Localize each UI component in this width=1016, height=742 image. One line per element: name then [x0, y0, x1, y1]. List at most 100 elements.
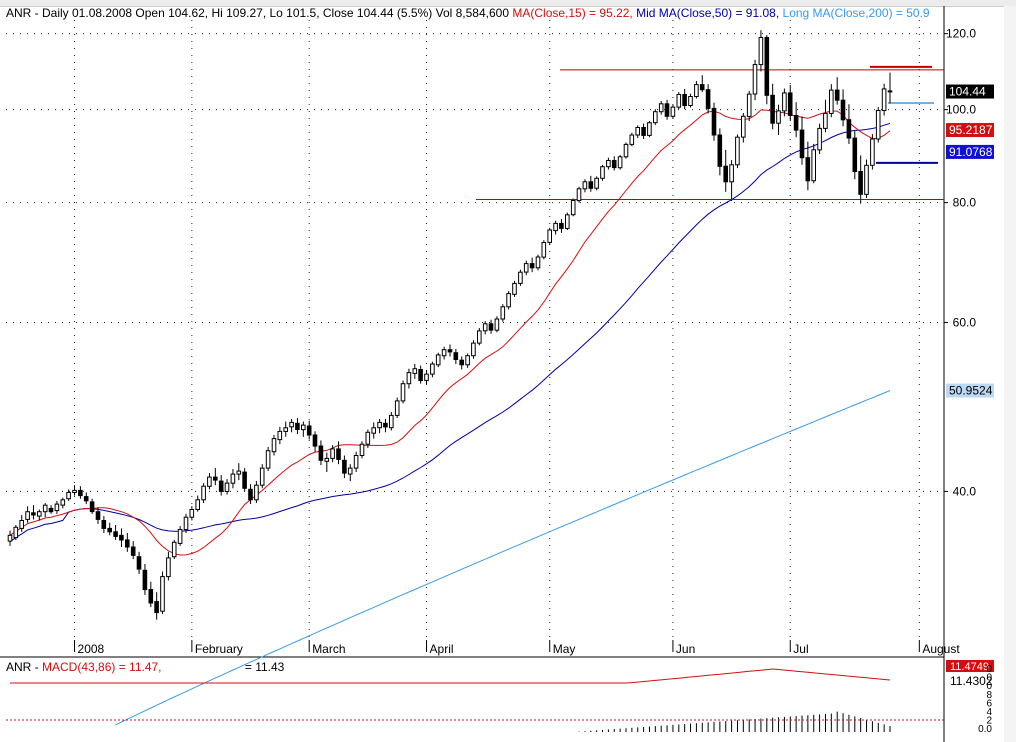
- candle-body-up: [365, 431, 371, 445]
- candle: [230, 469, 236, 489]
- candle: [829, 84, 834, 118]
- candle: [864, 159, 869, 198]
- candle: [770, 83, 775, 130]
- candle: [482, 321, 488, 335]
- y-tick-label: 80.0: [953, 196, 977, 210]
- candle: [852, 130, 858, 180]
- horizontal-lines: [476, 65, 944, 200]
- candle-body-down: [641, 127, 646, 136]
- candle: [136, 551, 142, 575]
- x-tick-label: February: [195, 642, 243, 656]
- candle: [42, 503, 48, 518]
- candle: [60, 497, 66, 509]
- candle: [787, 84, 793, 122]
- candle: [207, 473, 212, 490]
- candle-body-up: [623, 143, 629, 158]
- candle: [746, 90, 752, 122]
- candle-body-up: [653, 111, 658, 124]
- candle: [817, 123, 822, 154]
- ma15-line-group: [9, 109, 891, 556]
- candle: [741, 112, 746, 143]
- candle-body-up: [500, 306, 506, 320]
- candle-body-down: [799, 129, 805, 159]
- ma200-marker-text: 50.9524: [949, 384, 993, 398]
- x-tick-label: 2008: [78, 642, 105, 656]
- candle-body-up: [42, 504, 48, 513]
- macd-axis-tick: 8: [986, 690, 992, 701]
- candle: [342, 455, 347, 479]
- candle-body-up: [647, 122, 652, 136]
- candle: [359, 441, 365, 459]
- candle: [130, 541, 136, 560]
- candle-body-down: [588, 181, 594, 189]
- candle-body-down: [723, 165, 729, 183]
- candle-body-up: [565, 214, 570, 229]
- candle-body-down: [805, 157, 811, 182]
- candle-body-down: [119, 534, 124, 541]
- candle-body-up: [875, 110, 881, 140]
- candle: [389, 411, 394, 431]
- candle: [177, 526, 183, 546]
- candle-body-down: [559, 222, 564, 229]
- candle: [823, 99, 828, 133]
- candle-body-down: [295, 422, 300, 430]
- candle: [535, 254, 541, 271]
- right-panel-strip: [1004, 6, 1016, 742]
- candle: [277, 426, 283, 445]
- candle: [7, 530, 13, 546]
- candle: [254, 481, 259, 504]
- candle: [723, 149, 729, 192]
- candle: [31, 505, 36, 520]
- candle-body-up: [741, 115, 746, 138]
- candle: [647, 121, 652, 138]
- candle: [424, 370, 429, 385]
- candle: [547, 227, 553, 245]
- macd-ticker: ANR -: [6, 660, 39, 674]
- candle: [846, 104, 852, 144]
- candle-body-down: [248, 488, 253, 501]
- candle: [95, 507, 101, 524]
- candle-body-down: [447, 349, 453, 353]
- candle-body-up: [870, 138, 875, 166]
- candle-body-down: [459, 359, 464, 366]
- candle-body-up: [265, 450, 271, 469]
- candle: [670, 104, 676, 119]
- candle-body-up: [512, 282, 517, 295]
- candle-body-up: [406, 372, 412, 385]
- candle-body-down: [764, 37, 770, 96]
- candle: [406, 368, 412, 389]
- candle-body-up: [353, 455, 359, 469]
- candle: [19, 514, 24, 532]
- candle-body-up: [224, 482, 230, 492]
- candle-body-up: [347, 467, 353, 475]
- candle-body-down: [699, 84, 705, 91]
- candle: [441, 346, 447, 360]
- macd-signal-label: 11.4302: [950, 674, 993, 688]
- candle: [594, 176, 599, 191]
- candle-body-up: [746, 93, 752, 117]
- candle: [377, 418, 382, 434]
- candle: [453, 348, 459, 365]
- candle: [283, 421, 288, 437]
- candle-body-down: [770, 94, 775, 124]
- candle: [465, 353, 470, 368]
- candle: [629, 132, 635, 147]
- candle-body-up: [518, 271, 523, 284]
- candle-body-up: [694, 84, 699, 97]
- x-tick-label: March: [312, 642, 345, 656]
- x-tick-label: April: [430, 642, 454, 656]
- candle: [83, 492, 89, 505]
- candle: [858, 155, 863, 204]
- candle: [506, 291, 511, 310]
- candle: [54, 500, 60, 514]
- ma15-line: [9, 109, 891, 556]
- candle-body-up: [166, 557, 171, 578]
- candle: [805, 141, 811, 191]
- ma15-marker-text: 95.2187: [949, 123, 993, 137]
- candle: [218, 475, 224, 496]
- candle: [289, 418, 294, 433]
- candle-body-down: [887, 90, 893, 93]
- candle-body-up: [758, 37, 764, 66]
- candle: [125, 532, 130, 552]
